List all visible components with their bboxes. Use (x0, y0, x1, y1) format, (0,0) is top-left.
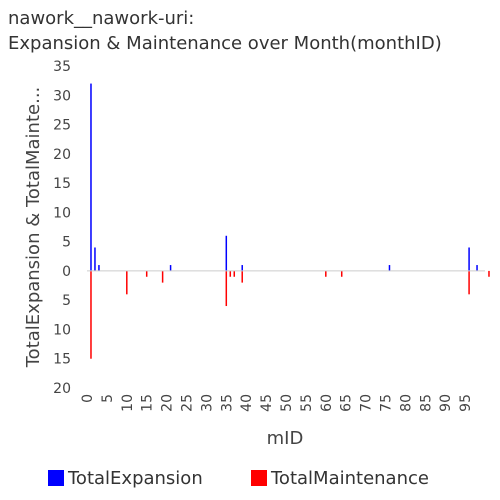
maintenance-bar (340, 270, 343, 277)
y-tick-label: 15 (53, 352, 71, 368)
legend-swatch-expansion (48, 470, 64, 486)
x-tick-label: 45 (259, 394, 275, 412)
maintenance-bar (90, 270, 92, 359)
x-tick-label: 20 (160, 394, 176, 412)
legend-swatch-maintenance (251, 470, 267, 486)
chart-title-line-2: Expansion & Maintenance over Month(month… (8, 33, 442, 54)
legend-item-expansion: TotalExpansion (48, 466, 203, 490)
x-tick-label: 40 (239, 394, 255, 412)
x-tick-label: 30 (199, 394, 215, 412)
expansion-bar (241, 265, 243, 271)
x-tick-label: 75 (379, 394, 395, 412)
bars (90, 83, 490, 359)
y-axis-label: TotalExpansion & TotalMainte... (23, 87, 44, 369)
maintenance-bar (225, 270, 228, 307)
expansion-bar (98, 265, 100, 271)
maintenance-bar (233, 270, 236, 277)
maintenance-bar (241, 270, 243, 283)
y-tick-label: 10 (53, 205, 71, 221)
x-tick-label: 50 (279, 394, 295, 412)
y-tick-label: 30 (53, 88, 71, 104)
y-tick-label: 15 (53, 176, 71, 192)
legend: TotalExpansion TotalMaintenance (0, 466, 500, 490)
x-tick-label: 85 (418, 394, 434, 412)
x-tick-label: 70 (359, 394, 375, 412)
x-tick-label: 60 (319, 394, 335, 412)
y-tick-label: 5 (62, 293, 71, 309)
x-tick-label: 80 (398, 394, 414, 412)
maintenance-bar (488, 270, 490, 277)
x-tick-label: 15 (140, 394, 156, 412)
chart-title-line-1: nawork__nawork-uri: (8, 8, 195, 29)
x-tick-label: 95 (458, 394, 474, 412)
x-axis: 0 5 10 15 20 25 30 35 40 45 50 55 60 65 70 75 80 85 90 95 (80, 394, 474, 412)
y-tick-label: 20 (53, 381, 71, 397)
expansion-bar (90, 83, 92, 271)
y-tick-label: 0 (62, 264, 71, 280)
x-tick-label: 0 (80, 394, 96, 403)
x-tick-label: 25 (180, 394, 196, 412)
x-tick-label: 65 (339, 394, 355, 412)
maintenance-bar (325, 270, 327, 277)
x-tick-label: 90 (438, 394, 454, 412)
x-tick-label: 10 (120, 394, 136, 412)
maintenance-bar (229, 270, 232, 277)
maintenance-bar (161, 270, 164, 283)
x-tick-label: 35 (219, 394, 235, 412)
x-axis-label: mID (267, 428, 304, 449)
maintenance-bar (145, 270, 148, 277)
expansion-bar (225, 235, 228, 271)
expansion-bar (468, 247, 470, 271)
expansion-bar (388, 265, 391, 271)
maintenance-bar (126, 270, 128, 295)
maintenance-bar (468, 270, 470, 295)
expansion-bar (94, 247, 96, 271)
expansion-bar (476, 265, 478, 271)
legend-label-maintenance: TotalMaintenance (271, 467, 429, 489)
y-axis: 35 30 25 20 15 10 5 0 5 10 15 20 (53, 59, 71, 397)
y-tick-label: 35 (53, 59, 71, 75)
y-tick-label: 5 (62, 235, 71, 251)
y-tick-label: 20 (53, 147, 71, 163)
expansion-bar (169, 265, 172, 271)
x-tick-label: 55 (299, 394, 315, 412)
y-tick-label: 25 (53, 118, 71, 134)
legend-label-expansion: TotalExpansion (68, 467, 203, 489)
y-tick-label: 10 (53, 322, 71, 338)
x-tick-label: 5 (100, 394, 116, 403)
legend-item-maintenance: TotalMaintenance (251, 466, 429, 490)
